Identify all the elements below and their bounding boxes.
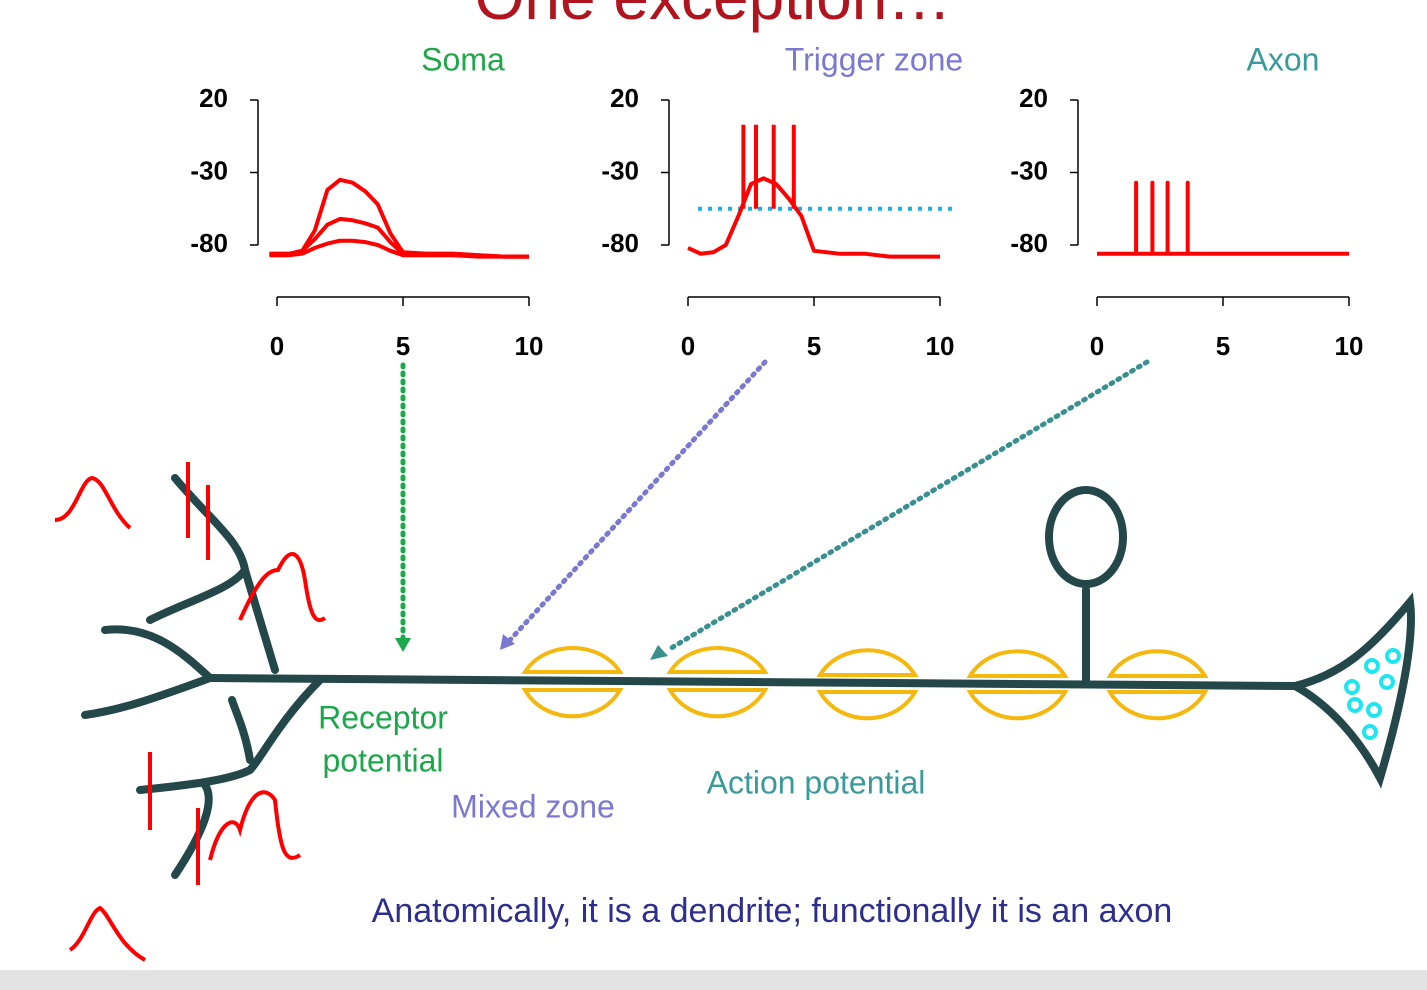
trace [741,124,796,209]
arrowhead [500,634,515,650]
y-tick-label: 20 [610,83,639,113]
x-tick-label: 0 [1090,331,1104,361]
label-mixed: Mixed zone [451,788,615,824]
dendrite-potentials [54,462,327,962]
y-tick-label: -80 [601,228,639,258]
x-tick-label: 0 [681,331,695,361]
label-action: Action potential [707,764,926,800]
y-tick-label: -30 [190,155,228,185]
label-receptor: potential [323,742,444,778]
label-receptor: Receptor [318,699,448,735]
y-tick-label: -30 [601,155,639,185]
neuron [81,474,1415,879]
chart-title: Soma [421,41,505,77]
y-tick-label: -80 [1010,228,1048,258]
x-tick-label: 0 [270,331,284,361]
slide-title: One exception… [475,0,952,33]
chart-title: Axon [1247,41,1320,77]
chart-title: Trigger zone [785,41,963,77]
trace [1097,180,1349,256]
x-tick-label: 5 [396,331,410,361]
x-tick-label: 10 [515,331,544,361]
vesicles [1344,648,1401,740]
arrowhead [395,638,411,652]
trace [687,176,940,259]
y-tick-label: 20 [1019,83,1048,113]
caption: Anatomically, it is a dendrite; function… [372,892,1173,930]
y-tick-label: -30 [1010,155,1048,185]
y-tick-label: -80 [190,228,228,258]
x-tick-label: 10 [1335,331,1364,361]
x-tick-label: 10 [926,331,955,361]
pointer-arrows [400,359,1150,653]
y-tick-label: 20 [199,83,228,113]
myelin [521,646,1209,721]
trace [269,238,529,259]
arrowhead [650,645,668,660]
bottom-bar [0,970,1427,990]
x-tick-label: 5 [807,331,821,361]
x-tick-label: 5 [1216,331,1230,361]
